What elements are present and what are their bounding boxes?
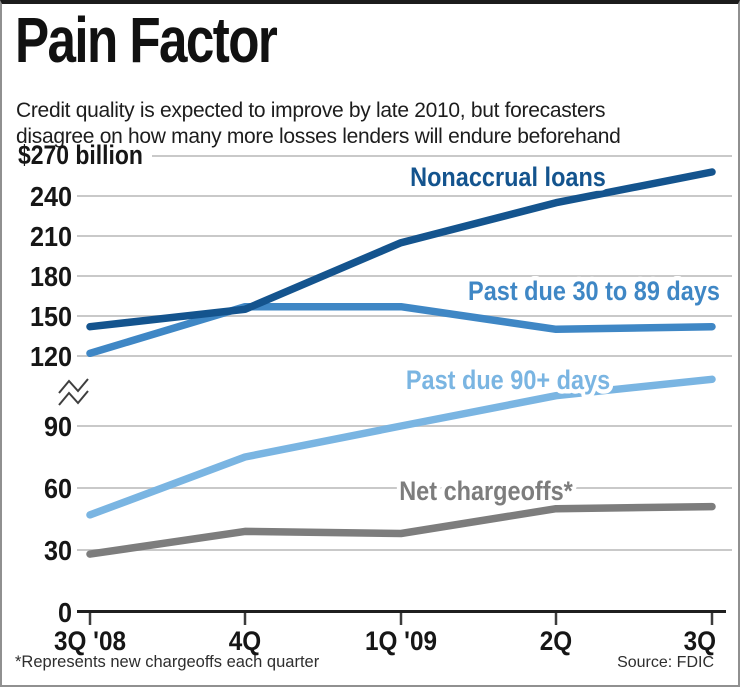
y-tick-label-30: 30	[44, 535, 72, 567]
series-line-past-due-30-to-89-days	[86, 302, 716, 358]
y-tick-label-210: 210	[30, 221, 72, 253]
x-tick-label-3q-08: 3Q '08	[54, 627, 126, 656]
chart-footnote: *Represents new chargeoffs each quarter	[15, 653, 320, 671]
y-tick-label-0: 0	[58, 597, 72, 629]
series-line-net-chargeoffs	[86, 502, 716, 558]
axis-break-icon	[58, 378, 89, 394]
chart-subtitle: Credit quality is expected to improve by…	[16, 98, 726, 150]
x-tick-label-1q-09: 1Q '09	[365, 627, 437, 656]
subtitle-line-2: disagree on how many more losses lenders…	[16, 125, 621, 148]
y-axis-unit-label: $270 billion	[18, 140, 143, 170]
series-label-nonaccrual-loans: Nonaccrual loans	[410, 163, 606, 193]
subtitle-line-1: Credit quality is expected to improve by…	[16, 99, 606, 122]
series-line-nonaccrual-loans	[86, 168, 716, 331]
x-tick-label-3q: 3Q	[684, 627, 716, 656]
y-tick-label-150: 150	[30, 301, 72, 333]
source-credit: Source: FDIC	[617, 654, 714, 671]
y-tick-label-60: 60	[44, 473, 72, 505]
series-label-past-due-30-to-89-days: Past due 30 to 89 days	[468, 277, 720, 307]
chart-canvas: 0 30 60 90 120 150 180 210 240 $270 billion 3Q '08…	[18, 140, 732, 656]
y-tick-label-90: 90	[44, 411, 72, 443]
series-line-past-due-90-days	[86, 375, 716, 519]
series-label-net-chargeoffs: Net chargeoffs*	[399, 477, 573, 507]
axis-break-icon	[58, 390, 89, 406]
y-tick-label-240: 240	[30, 181, 72, 213]
x-tick-label-2q: 2Q	[540, 627, 572, 656]
series-label-past-due-90-days: Past due 90+ days	[406, 366, 610, 396]
y-tick-label-180: 180	[30, 261, 72, 293]
page-title: Pain Factor	[15, 4, 278, 76]
y-tick-label-120: 120	[30, 341, 72, 373]
x-tick-label-4q: 4Q	[229, 627, 261, 656]
